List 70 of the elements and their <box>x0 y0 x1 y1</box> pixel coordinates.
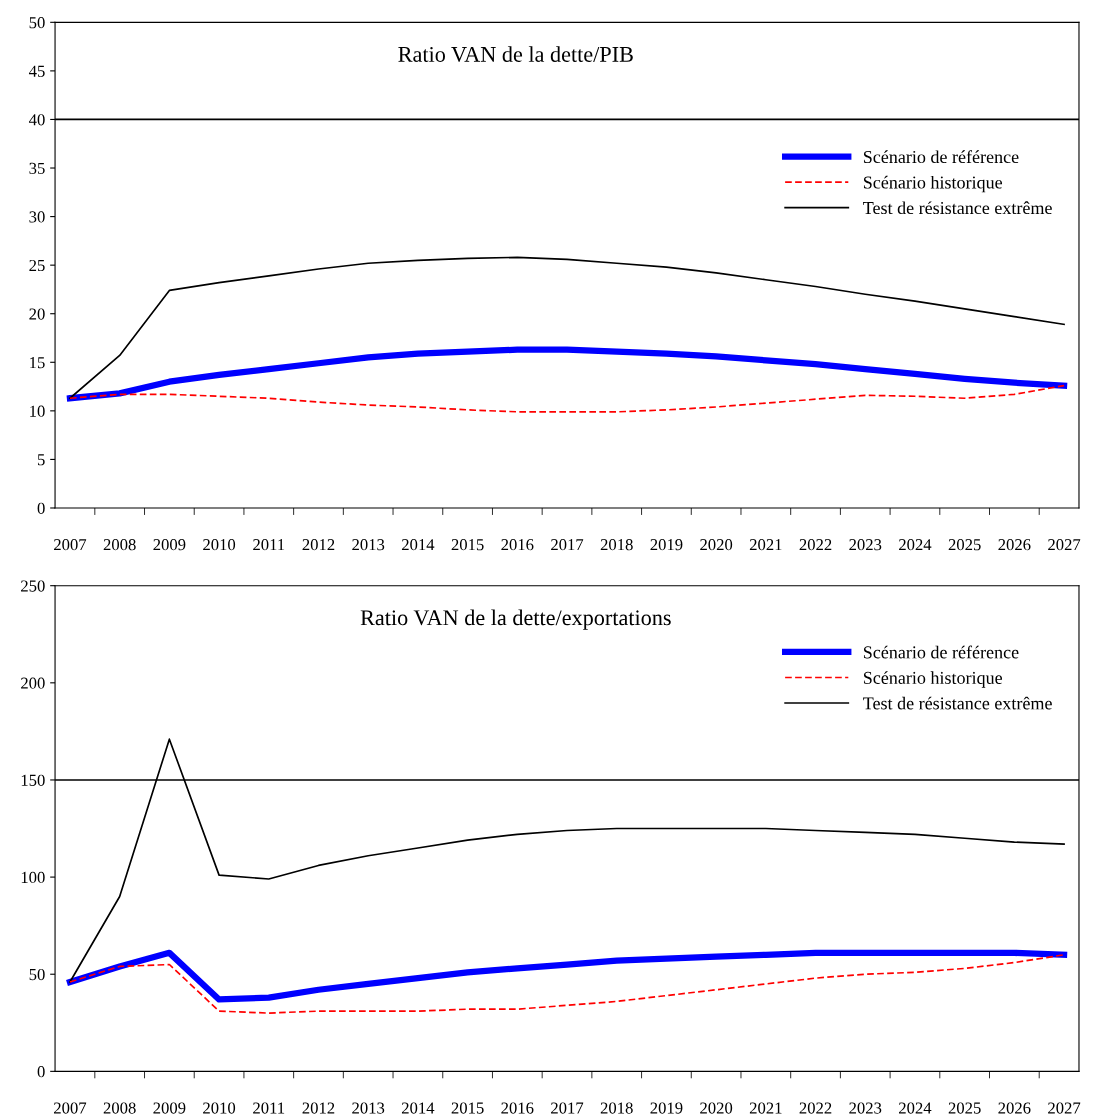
legend-label: Scénario historique <box>863 175 1003 193</box>
x-tick-label: 2018 <box>600 1102 633 1114</box>
x-tick-label: 2016 <box>501 539 534 551</box>
legend-label: Test de résistance extrême <box>863 696 1052 710</box>
y-tick-label: 5 <box>37 454 45 466</box>
y-tick-label: 50 <box>29 17 45 29</box>
x-tick-label: 2012 <box>302 539 335 551</box>
legend-label: Test de résistance extrême <box>863 201 1052 215</box>
y-tick-label: 45 <box>28 65 45 77</box>
x-tick-label: 2015 <box>451 1102 484 1114</box>
x-tick-label: 2022 <box>799 1102 832 1114</box>
x-tick-label: 2011 <box>253 539 285 551</box>
y-tick-label: 200 <box>21 677 45 689</box>
x-tick-label: 2015 <box>451 539 484 551</box>
y-tick-label: 25 <box>29 259 45 272</box>
y-tick-label: 50 <box>29 968 45 981</box>
x-tick-label: 2027 <box>1048 539 1081 551</box>
x-tick-label: 2007 <box>54 1102 87 1114</box>
x-tick-label: 2017 <box>551 1102 584 1114</box>
x-tick-label: 2010 <box>203 1102 236 1114</box>
x-tick-label: 2009 <box>153 539 186 551</box>
y-tick-label: 0 <box>37 1066 45 1078</box>
legend-label: Scénario de référence <box>863 645 1019 659</box>
x-tick-label: 2013 <box>352 1102 385 1114</box>
x-tick-label: 2026 <box>998 1102 1031 1114</box>
x-tick-label: 2014 <box>401 539 435 551</box>
y-tick-label: 250 <box>21 580 45 592</box>
x-tick-label: 2024 <box>899 1102 932 1114</box>
x-tick-label: 2020 <box>700 539 733 551</box>
y-tick-label: 40 <box>28 114 45 126</box>
legend-label: Scénario historique <box>863 671 1003 688</box>
x-tick-label: 2009 <box>153 1102 186 1114</box>
x-tick-label: 2023 <box>849 539 882 551</box>
x-tick-label: 2020 <box>700 1102 733 1114</box>
x-tick-label: 2016 <box>501 1102 534 1114</box>
x-tick-label: 2027 <box>1048 1102 1081 1114</box>
text: Ratio VAN de la dette/PIB <box>398 46 633 62</box>
x-tick-label: 2007 <box>54 539 87 551</box>
x-tick-label: 2014 <box>401 1102 435 1114</box>
y-tick-label: 0 <box>37 502 45 514</box>
x-tick-label: 2026 <box>998 539 1031 551</box>
x-tick-label: 2010 <box>203 539 236 551</box>
x-tick-label: 2021 <box>749 539 782 551</box>
x-tick-label: 2017 <box>551 539 584 551</box>
x-tick-label: 2019 <box>650 539 683 551</box>
y-tick-label: 10 <box>30 405 45 417</box>
line-series <box>69 953 1065 1014</box>
y-tick-label: 35 <box>29 162 45 174</box>
x-tick-label: 2024 <box>899 539 932 551</box>
legend-label: Scénario de référence <box>863 150 1019 164</box>
line-series <box>69 256 1065 400</box>
x-tick-label: 2008 <box>103 539 136 551</box>
x-tick-label: 2025 <box>948 1102 981 1114</box>
y-tick-label: 150 <box>21 774 45 786</box>
x-tick-label: 2023 <box>849 1102 882 1114</box>
x-tick-label: 2008 <box>103 1102 136 1114</box>
x-tick-label: 2025 <box>948 539 981 551</box>
x-tick-label: 2013 <box>352 539 385 551</box>
x-tick-label: 2018 <box>600 539 633 551</box>
y-tick-label: 100 <box>21 871 45 884</box>
x-tick-label: 2011 <box>253 1102 285 1114</box>
y-tick-label: 30 <box>29 211 45 223</box>
x-tick-label: 2022 <box>799 539 832 551</box>
y-tick-label: 15 <box>30 357 45 369</box>
x-tick-label: 2012 <box>302 1102 335 1114</box>
text: Ratio VAN de la dette/exportations <box>360 609 671 630</box>
y-tick-label: 20 <box>29 308 45 320</box>
x-tick-label: 2019 <box>650 1102 683 1114</box>
line-series <box>69 384 1065 413</box>
x-tick-label: 2021 <box>749 1102 782 1114</box>
